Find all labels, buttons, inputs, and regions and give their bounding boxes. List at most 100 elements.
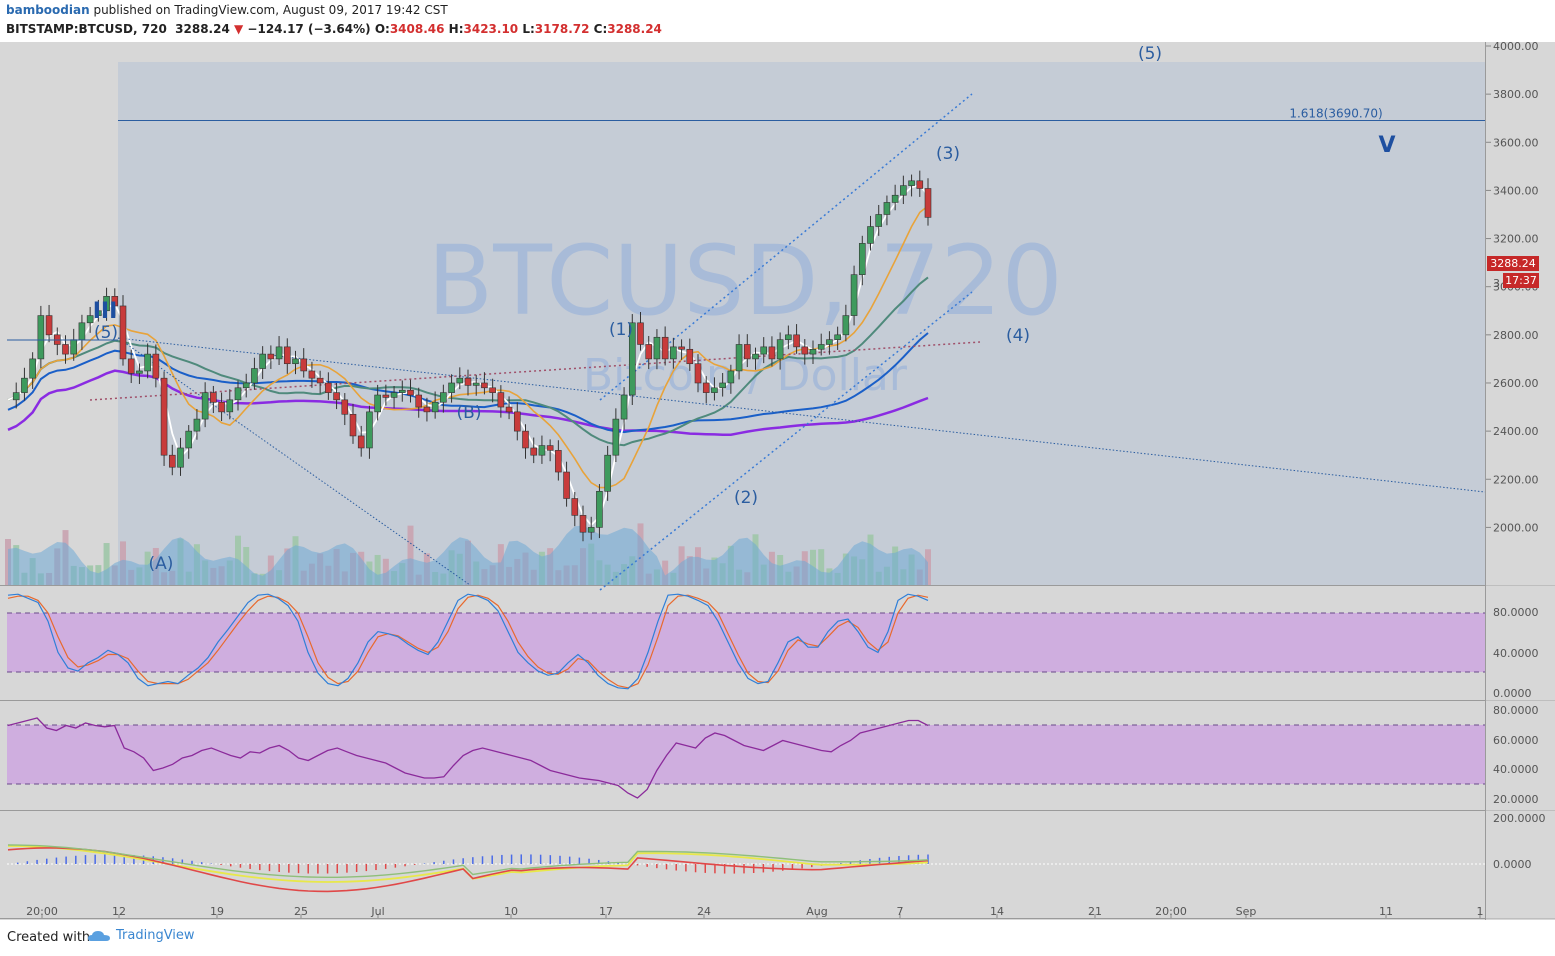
candle-down — [111, 296, 119, 307]
time-tick-label: 7 — [897, 905, 904, 918]
candle-down — [333, 392, 340, 401]
candle-down — [45, 315, 53, 336]
candle-down — [168, 454, 176, 468]
fib-label-1618: 1.618(3690.70) — [1289, 106, 1382, 120]
volume-ma-area — [8, 525, 928, 585]
candle-up — [448, 382, 455, 393]
wave-label: (3) — [936, 144, 960, 164]
open-label: O: — [374, 22, 390, 36]
publisher-name[interactable]: bamboodian — [6, 3, 90, 17]
macd-line — [7, 847, 929, 893]
candle-down — [357, 435, 365, 449]
high-value: 3423.10 — [463, 22, 519, 36]
price-axis[interactable] — [1486, 42, 1555, 920]
candle-down — [924, 188, 932, 218]
candle-up — [226, 399, 234, 413]
tradingview-logo[interactable]: TradingView — [88, 928, 195, 943]
created-with-text: Created with — [7, 930, 91, 945]
pane-tick-label: 0.0000 — [1493, 687, 1532, 700]
candle-up — [37, 315, 45, 360]
wave-label: (A) — [149, 554, 174, 574]
candle-down — [407, 389, 414, 396]
candle-down — [694, 363, 702, 384]
volume-histogram — [5, 523, 931, 585]
wave-label: V — [1378, 133, 1395, 158]
candle-up — [891, 194, 899, 203]
candle-down — [579, 515, 587, 533]
wave-a-line — [117, 337, 471, 586]
high-label: H: — [448, 22, 464, 36]
candle-up — [653, 336, 661, 360]
chart-canvas[interactable]: BTCUSD, 720 Bitcoin / Dollar 2(4130.00)1… — [0, 42, 1555, 920]
candle-up — [144, 353, 151, 372]
candle-down — [152, 353, 160, 379]
time-tick-label: 12 — [112, 905, 126, 918]
price-change: −124.17 (−3.64%) — [247, 22, 371, 36]
volume-bar — [243, 546, 250, 585]
time-tick-label: 25 — [294, 905, 308, 918]
projection-box — [118, 62, 1485, 585]
pane-tick-label: 20.0000 — [1493, 793, 1539, 806]
candle-up — [259, 353, 266, 369]
volume-bar — [407, 525, 414, 585]
candle-up — [842, 315, 850, 336]
volume-bar — [662, 560, 669, 585]
candle-down — [743, 344, 751, 360]
price-tick-label: 3800.00 — [1493, 88, 1539, 101]
candle-up — [12, 392, 20, 401]
candle-up — [193, 418, 201, 432]
pane-tick-label: 80.0000 — [1493, 704, 1539, 717]
time-tick-label: 17 — [599, 905, 613, 918]
rsi-band — [7, 725, 1485, 784]
candle-up — [70, 339, 78, 355]
candle-down — [349, 413, 357, 437]
candle-down — [702, 382, 710, 393]
candle-up — [817, 344, 825, 350]
candle-up — [201, 392, 209, 420]
time-tick-label: 14 — [990, 905, 1004, 918]
candle-down — [267, 353, 275, 360]
pane-tick-label: 60.0000 — [1493, 734, 1539, 747]
candle-down — [300, 358, 308, 372]
time-tick-label: 20:00 — [26, 905, 58, 918]
time-tick-label: 20:00 — [1155, 905, 1187, 918]
candle-down — [489, 387, 496, 393]
candle-down — [127, 358, 135, 374]
wave-labels: III(5)(A)(B)(1)(2)(3)(4)(5)V — [93, 44, 1396, 574]
candle-up — [735, 344, 743, 372]
fib-levels[interactable]: 2(4130.00)1.618(3690.70) — [7, 42, 1485, 341]
candle-down — [546, 445, 554, 451]
candle-up — [29, 358, 36, 379]
candle-up — [78, 322, 86, 340]
candle-up — [727, 370, 735, 384]
candle-up — [86, 315, 94, 324]
candle-up — [538, 445, 546, 456]
candle-down — [423, 406, 431, 413]
time-axis[interactable]: 20:00 12 19 25 Jul 10 17 24 Aug 7 14 21 20:00 Sep 11 1 — [26, 905, 1484, 918]
candle-down — [160, 377, 168, 456]
candle-up — [760, 346, 768, 355]
candle-up — [711, 387, 718, 393]
price-tick-label: 3600.00 — [1493, 136, 1539, 149]
candle-up — [103, 296, 110, 312]
candle-up — [875, 214, 883, 227]
candle-down — [382, 394, 390, 398]
pane-tick-label: 0.0000 — [1493, 858, 1532, 871]
low-label: L: — [522, 22, 535, 36]
time-tick-label: Sep — [1236, 905, 1257, 918]
candle-down — [530, 447, 538, 456]
ohlc-line: BITSTAMP:BTCUSD, 720 3288.24 ▼ −124.17 (… — [6, 22, 662, 36]
candle-down — [522, 430, 529, 449]
price-tick-label: 2200.00 — [1493, 473, 1539, 486]
stoch-k-line — [7, 593, 929, 690]
cloud-icon — [88, 930, 110, 942]
ma-blue-line — [7, 332, 929, 434]
price-tick-label: 3400.00 — [1493, 184, 1539, 197]
symbol-label: BITSTAMP:BTCUSD, 720 — [6, 22, 167, 36]
price-tick-label: 4000.00 — [1493, 42, 1539, 53]
volume-bar — [103, 543, 110, 585]
candle-up — [834, 334, 841, 340]
candle-up — [752, 353, 759, 360]
price-tick-label: 2600.00 — [1493, 377, 1539, 390]
pane-tick-label: 80.0000 — [1493, 606, 1539, 619]
